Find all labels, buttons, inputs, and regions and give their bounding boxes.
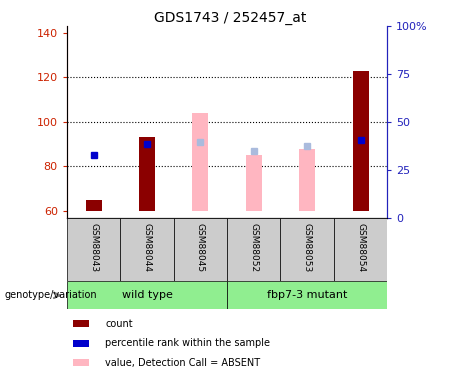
Bar — [67, 217, 120, 281]
Text: GSM88054: GSM88054 — [356, 223, 365, 272]
Text: GSM88043: GSM88043 — [89, 223, 98, 272]
Bar — [227, 281, 387, 309]
Text: GSM88045: GSM88045 — [196, 223, 205, 272]
Bar — [73, 340, 89, 347]
Text: wild type: wild type — [122, 290, 172, 300]
Bar — [280, 217, 334, 281]
Text: percentile rank within the sample: percentile rank within the sample — [105, 338, 270, 348]
Bar — [334, 217, 387, 281]
Bar — [139, 138, 155, 211]
Text: GSM88053: GSM88053 — [302, 223, 312, 272]
Bar — [174, 217, 227, 281]
Bar — [353, 71, 368, 211]
Text: fbp7-3 mutant: fbp7-3 mutant — [267, 290, 347, 300]
Bar — [246, 155, 262, 211]
Bar — [73, 320, 89, 327]
Bar — [67, 281, 227, 309]
Text: GSM88052: GSM88052 — [249, 223, 258, 272]
Bar — [120, 217, 174, 281]
Bar — [86, 200, 101, 211]
Text: GSM88044: GSM88044 — [142, 223, 152, 272]
Text: genotype/variation: genotype/variation — [5, 290, 97, 300]
Text: GDS1743 / 252457_at: GDS1743 / 252457_at — [154, 11, 307, 25]
Bar — [192, 113, 208, 211]
Text: count: count — [105, 318, 133, 328]
Bar — [227, 217, 280, 281]
Bar — [73, 359, 89, 366]
Bar — [299, 148, 315, 211]
Text: value, Detection Call = ABSENT: value, Detection Call = ABSENT — [105, 358, 260, 368]
